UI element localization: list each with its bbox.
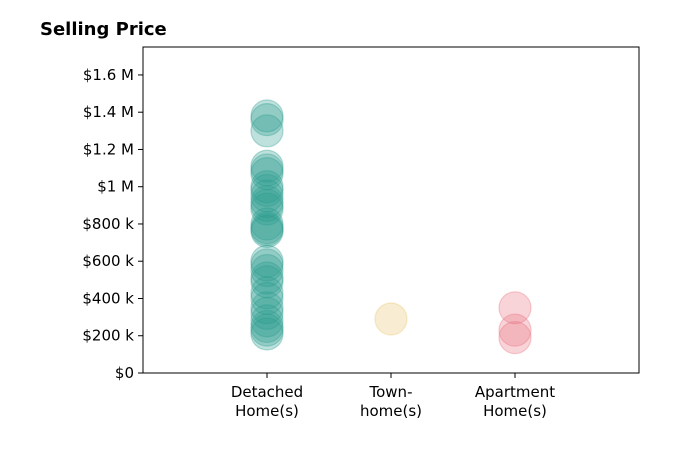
data-point	[250, 296, 284, 330]
data-point	[250, 188, 284, 222]
y-tick-label: $1.6 M	[83, 66, 134, 84]
data-point	[250, 291, 284, 325]
y-tick-label: $0	[115, 364, 134, 382]
y-tick-label: $1 M	[97, 178, 134, 196]
y-tick-label: $600 k	[82, 252, 134, 270]
data-point	[250, 207, 284, 241]
data-point	[250, 179, 284, 213]
x-tick-label: Town-	[369, 383, 413, 401]
x-tick-label: Home(s)	[235, 402, 299, 420]
x-tick-label: Apartment	[475, 383, 555, 401]
y-tick-label: $200 k	[82, 327, 134, 345]
data-point	[374, 302, 408, 336]
data-point	[250, 157, 284, 191]
data-point	[250, 244, 284, 278]
data-point	[250, 248, 284, 282]
data-point	[250, 281, 284, 316]
y-axis: $0 $200 k $400 k $600 k $800 k $1 M $1.2 M $1.4…	[82, 66, 143, 382]
data-point	[250, 253, 284, 288]
data-point	[250, 103, 284, 137]
scatter-points	[250, 99, 532, 355]
x-tick-label: Detached	[231, 383, 303, 401]
y-tick-label: $1.4 M	[83, 103, 134, 121]
x-tick-label: home(s)	[360, 402, 422, 420]
data-point	[250, 173, 284, 208]
data-point	[250, 317, 284, 351]
x-tick-label: Home(s)	[483, 402, 547, 420]
data-point	[250, 153, 284, 187]
data-point	[498, 313, 532, 347]
data-point	[498, 321, 532, 355]
data-point	[250, 265, 284, 299]
data-point	[250, 185, 284, 219]
y-tick-label: $400 k	[82, 289, 134, 307]
data-point	[250, 214, 284, 249]
data-point	[250, 313, 284, 347]
data-point	[250, 192, 284, 226]
data-point	[250, 309, 284, 344]
y-tick-label: $1.2 M	[83, 140, 134, 158]
data-point	[250, 149, 284, 183]
x-axis: DetachedHome(s)Town-home(s)ApartmentHome…	[231, 373, 555, 420]
y-tick-label: $800 k	[82, 215, 134, 233]
data-point	[250, 212, 284, 247]
data-point	[250, 261, 284, 295]
data-point	[498, 291, 532, 325]
data-point	[250, 276, 284, 310]
data-point	[250, 99, 284, 133]
data-point	[250, 304, 284, 338]
data-point	[250, 170, 284, 204]
data-point	[250, 211, 284, 245]
chart-title: Selling Price	[40, 19, 167, 40]
data-point	[250, 114, 284, 148]
